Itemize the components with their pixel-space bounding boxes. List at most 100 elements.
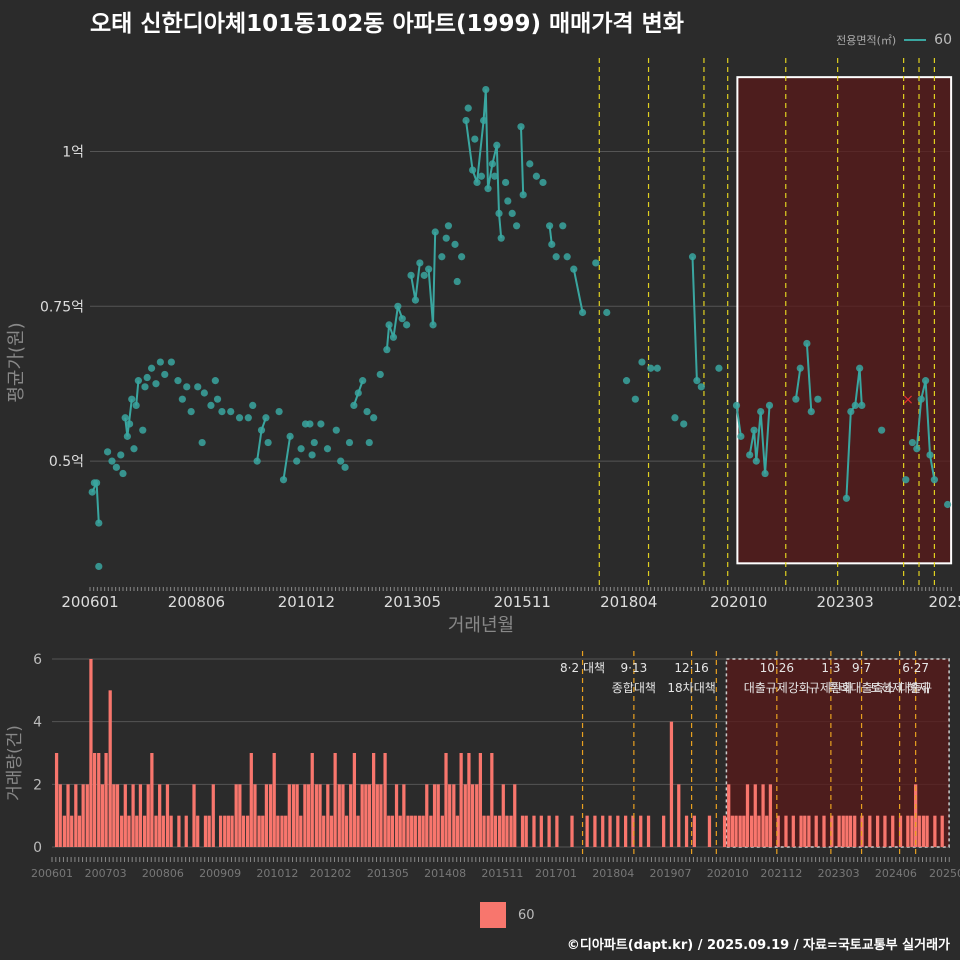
data-point <box>502 178 510 187</box>
bar <box>765 815 769 847</box>
bar <box>547 815 551 847</box>
bar <box>390 815 395 847</box>
legend-bar-label: 60 <box>518 907 535 923</box>
bar <box>81 784 85 847</box>
bar <box>814 815 818 847</box>
data-point <box>469 166 477 174</box>
bar <box>498 815 502 847</box>
data-point <box>279 476 288 484</box>
y-axis-title: 평균가(원) <box>6 322 27 402</box>
data-point <box>473 178 481 187</box>
x-tick-label: 201012 <box>278 593 335 611</box>
bar <box>601 815 605 847</box>
data-point <box>563 253 571 261</box>
bar <box>192 784 196 847</box>
bar <box>440 815 444 847</box>
bar <box>310 753 314 847</box>
bar <box>631 815 635 847</box>
bar <box>921 815 926 847</box>
bar <box>112 784 116 847</box>
bar <box>54 753 59 847</box>
data-point <box>495 209 503 218</box>
bar <box>372 753 376 847</box>
bar <box>62 815 66 847</box>
bar <box>234 784 238 847</box>
bar <box>520 815 525 847</box>
bar <box>66 784 70 847</box>
bar <box>616 815 620 847</box>
y-axis-title: 거래량(건) <box>5 725 25 801</box>
data-point <box>508 209 516 218</box>
bar <box>154 815 158 847</box>
data-point <box>187 407 195 416</box>
data-point <box>310 438 318 447</box>
x-tick-label: 201511 <box>481 867 523 880</box>
bar <box>241 815 246 847</box>
data-point <box>293 457 301 465</box>
bar <box>364 784 368 847</box>
bar <box>387 815 391 847</box>
bar <box>70 815 74 847</box>
data-point <box>513 222 521 230</box>
bar <box>318 784 322 847</box>
y-tick-label: 1억 <box>62 144 84 160</box>
data-point <box>715 364 723 372</box>
bar <box>707 815 712 847</box>
bar <box>791 815 795 847</box>
bar <box>360 784 364 847</box>
bar <box>253 784 257 847</box>
data-point <box>922 377 930 385</box>
data-point <box>688 253 697 261</box>
bar <box>455 815 460 847</box>
data-point <box>345 438 354 447</box>
bar <box>375 784 379 847</box>
data-point <box>814 395 822 403</box>
bar <box>432 784 437 847</box>
bar <box>524 815 528 847</box>
bar <box>344 815 349 847</box>
data-point <box>218 407 226 416</box>
data-point <box>88 488 96 496</box>
bar <box>280 815 284 847</box>
data-point <box>167 358 175 366</box>
y-tick-label: 0.5억 <box>49 454 84 470</box>
data-point <box>200 389 208 397</box>
x-tick-label: 200703 <box>85 867 127 880</box>
x-tick-label: 202406 <box>875 867 917 880</box>
data-point <box>908 438 917 447</box>
bar <box>218 815 223 847</box>
legend-label: 60 <box>934 32 952 48</box>
bar <box>513 784 517 847</box>
bar <box>807 815 811 847</box>
data-point <box>416 259 424 267</box>
data-point <box>139 426 147 434</box>
data-point <box>207 401 215 409</box>
bar <box>158 784 162 847</box>
data-point <box>697 383 705 391</box>
bar <box>727 784 731 847</box>
bar <box>745 784 750 847</box>
data-point <box>275 407 283 416</box>
x-tick-label: 200601 <box>31 867 73 880</box>
data-point <box>480 116 488 125</box>
bar <box>291 784 296 847</box>
data-point <box>103 448 112 456</box>
y-tick-label: 2 <box>33 777 42 793</box>
data-point <box>123 432 131 440</box>
data-point <box>856 364 864 372</box>
bar <box>830 815 834 847</box>
data-point <box>878 426 886 434</box>
series-line <box>572 268 584 313</box>
bar <box>444 753 448 847</box>
data-point <box>354 389 362 397</box>
y-tick-label: 0.75억 <box>40 299 84 315</box>
data-point <box>121 414 129 422</box>
bar <box>150 753 154 847</box>
bar <box>295 784 299 847</box>
price-chart: 0.5억 0.75억 1억 × 200601 200806 201012 201305 2015… <box>6 58 960 636</box>
data-point <box>693 377 701 385</box>
bar <box>501 784 505 847</box>
bar <box>822 815 826 847</box>
bar <box>276 815 280 847</box>
bar <box>482 815 486 847</box>
